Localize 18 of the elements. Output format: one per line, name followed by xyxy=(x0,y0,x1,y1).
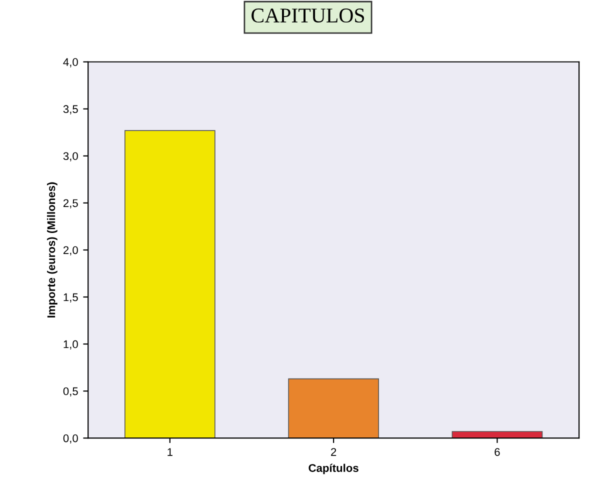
y-tick-label: 2,5 xyxy=(63,199,78,208)
bar xyxy=(452,431,543,438)
y-tick-label: 0,5 xyxy=(63,387,78,396)
y-tick-label: 3,0 xyxy=(63,152,78,162)
y-tick-label: 3,5 xyxy=(63,105,78,114)
x-tick-label: 1 xyxy=(168,448,172,456)
y-axis-title: Importe (euros) (Millones) xyxy=(47,182,58,318)
y-tick-label: 1,0 xyxy=(64,340,78,350)
chart-title: CAPITULOS xyxy=(252,8,364,23)
bar xyxy=(288,378,379,438)
y-tick-label: 0,0 xyxy=(63,434,78,444)
y-tick-label: 1,5 xyxy=(64,293,78,302)
x-axis-title: Capítulos xyxy=(308,464,358,474)
x-tick-label: 6 xyxy=(494,448,500,456)
bar xyxy=(124,130,216,438)
x-tick-label: 2 xyxy=(331,448,336,456)
y-tick-label: 2,0 xyxy=(63,246,78,256)
y-tick-label: 4,0 xyxy=(63,58,78,68)
